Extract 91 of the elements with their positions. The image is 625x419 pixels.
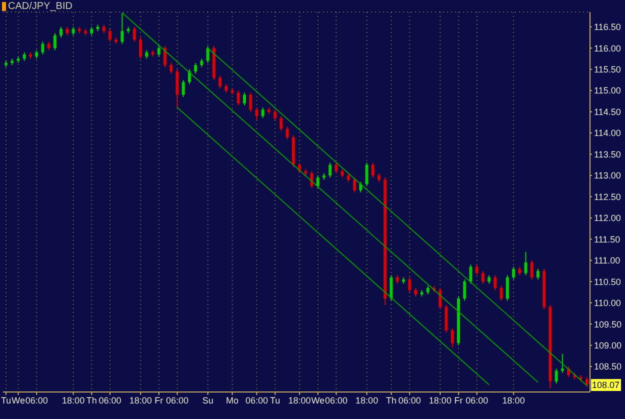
y-tick-label: 113.50 xyxy=(594,149,621,160)
y-tick-label: 110.50 xyxy=(594,276,621,287)
x-tick-label: Th xyxy=(386,395,397,406)
y-tick-label: 116.50 xyxy=(594,22,621,32)
candlestick xyxy=(261,107,264,119)
candlestick xyxy=(176,68,179,108)
candlestick xyxy=(359,181,362,193)
y-tick-label: 109.50 xyxy=(594,319,622,330)
candlestick xyxy=(157,45,160,58)
candlestick xyxy=(390,274,393,302)
x-tick-label: 18:00 xyxy=(356,395,378,406)
x-tick-label: 06:00 xyxy=(324,395,348,406)
candlestick xyxy=(371,162,374,178)
x-tick-label: Th xyxy=(86,395,97,406)
x-tick-label: Su xyxy=(202,395,214,406)
candlestick xyxy=(218,75,222,89)
x-tick-label: 06:00 xyxy=(98,395,122,406)
x-tick-label: 06:00 xyxy=(398,395,421,406)
candlestick xyxy=(560,353,564,374)
candlestick xyxy=(164,45,167,68)
y-tick-label: 110.00 xyxy=(594,298,621,308)
x-tick-label: Tu xyxy=(0,395,12,406)
candlestick xyxy=(506,274,509,302)
candlestick xyxy=(108,28,112,42)
x-tick-label: 18:00 xyxy=(288,395,311,406)
candlestick xyxy=(280,116,283,132)
candlestick xyxy=(500,285,503,302)
y-tick-label: 108.50 xyxy=(594,362,622,372)
y-tick-label: 111.50 xyxy=(594,234,620,244)
x-tick-label: 06:00 xyxy=(166,395,189,406)
candlestick xyxy=(60,26,63,38)
x-tick-label: Mo xyxy=(226,395,239,406)
y-tick-label: 116.00 xyxy=(594,43,621,54)
candlestick xyxy=(481,270,484,284)
candlestick xyxy=(554,368,558,384)
x-tick-label: 18:00 xyxy=(502,395,525,406)
x-tick-label: We xyxy=(311,395,325,406)
x-tick-label: Fr xyxy=(454,395,463,406)
x-tick-label: Tu xyxy=(270,395,280,406)
candlestick xyxy=(255,107,258,121)
x-tick-label: 06:00 xyxy=(245,395,268,406)
candlestick xyxy=(438,287,442,310)
candlestick xyxy=(536,268,540,280)
candlestick xyxy=(41,41,44,55)
candlestick xyxy=(365,162,368,187)
candlestick xyxy=(53,32,56,51)
candlestick xyxy=(585,376,588,388)
x-tick-label: 06:00 xyxy=(25,395,48,406)
candlestick xyxy=(182,79,185,98)
candlestick xyxy=(450,328,454,348)
y-tick-label: 114.00 xyxy=(594,128,621,138)
y-tick-label: 115.00 xyxy=(594,86,621,96)
candlestick xyxy=(249,92,252,112)
candlestick xyxy=(316,174,320,189)
candlestick xyxy=(242,92,246,106)
y-tick-label: 112.50 xyxy=(594,192,621,202)
candlestick xyxy=(139,36,142,60)
chart-title: CAD/JPY_BID xyxy=(8,1,72,12)
candlestick xyxy=(334,162,338,174)
candlestick xyxy=(475,264,478,276)
candlestick xyxy=(236,90,240,106)
candlestick xyxy=(463,278,466,302)
candlestick xyxy=(530,260,534,280)
candlestick xyxy=(194,62,198,74)
y-tick-label: 115.50 xyxy=(594,64,621,75)
x-tick-label: 18:00 xyxy=(428,395,452,406)
y-tick-label: 114.50 xyxy=(594,106,621,117)
candlestick xyxy=(132,26,136,42)
candlestick xyxy=(444,304,448,334)
x-tick-label: 18:00 xyxy=(129,395,152,406)
candlestick xyxy=(170,62,173,74)
x-tick-label: We xyxy=(12,395,25,406)
candlestick xyxy=(469,264,472,284)
candlestick xyxy=(524,251,528,276)
candlestick xyxy=(353,177,356,193)
candlestick xyxy=(512,266,516,280)
candlestick xyxy=(328,162,332,178)
y-tick-label: 112.00 xyxy=(594,213,621,224)
candlestick xyxy=(120,12,124,44)
y-tick-label: 109.00 xyxy=(594,340,622,350)
candlestick xyxy=(494,274,497,291)
y-tick-label: 113.00 xyxy=(594,170,621,181)
candlestick xyxy=(408,276,412,293)
candlestick xyxy=(274,109,277,121)
x-tick-label: 06:00 xyxy=(466,395,488,406)
candlestick xyxy=(206,45,210,64)
y-tick-label: 111.00 xyxy=(594,256,620,266)
x-tick-label: Fr xyxy=(154,395,164,406)
candlestick xyxy=(286,126,289,140)
x-tick-label: 18:00 xyxy=(62,395,85,406)
annotation: 108.07 xyxy=(591,378,621,391)
